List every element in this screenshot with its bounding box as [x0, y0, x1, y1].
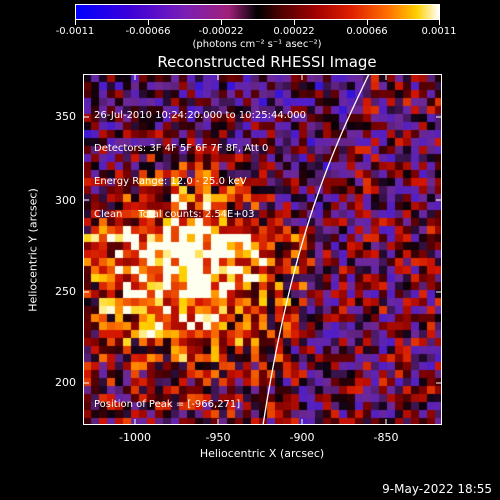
x-tick-label: -900 — [289, 431, 315, 444]
timestamp: 9-May-2022 18:55 — [382, 482, 492, 496]
y-tick-label: 350 — [55, 110, 76, 123]
info-detectors: Detectors: 3F 4F 5F 6F 7F 8F, Att 0 — [94, 143, 269, 154]
peak-position: Position of Peak = [-966,271] — [94, 399, 241, 410]
colorbar-tick-label: -0.00022 — [198, 26, 244, 37]
colorbar-tick-label: 0.00022 — [273, 26, 315, 37]
y-tick-label: 250 — [55, 285, 76, 298]
x-tick-label: -950 — [205, 431, 231, 444]
x-tick-label: -1000 — [119, 431, 151, 444]
y-tick-label: 200 — [55, 376, 76, 389]
colorbar-tick-label: 0.00066 — [346, 26, 388, 37]
x-axis-label: Heliocentric X (arcsec) — [199, 447, 325, 460]
rhessi-image — [83, 74, 442, 425]
colorbar-units: (photons cm⁻² s⁻¹ asec⁻²) — [192, 39, 322, 50]
colorbar-tick-label: 0.0011 — [421, 26, 457, 37]
colorbar-ticks: -0.0011 -0.00066 -0.00022 0.00022 0.0006… — [0, 0, 500, 40]
image-title: Reconstructed RHESSI Image — [157, 53, 377, 71]
y-axis-label: Heliocentric Y (arcsec) — [26, 188, 40, 312]
info-energy-range: Energy Range: 12.0 - 25.0 keV — [94, 176, 247, 187]
y-tick-label: 300 — [55, 194, 76, 207]
colorbar — [75, 4, 440, 20]
x-tick-label: -850 — [373, 431, 399, 444]
info-time-range: 26-Jul-2010 10:24:20.000 to 10:25:44.000 — [94, 110, 306, 121]
colorbar-tick-label: -0.00066 — [125, 26, 171, 37]
limb-curve — [262, 74, 370, 425]
info-clean-counts: Clean Total counts: 2.54E+03 — [94, 209, 255, 220]
colorbar-tick-label: -0.0011 — [55, 26, 95, 37]
info-block: 26-Jul-2010 10:24:20.000 to 10:25:44.000… — [94, 88, 306, 231]
